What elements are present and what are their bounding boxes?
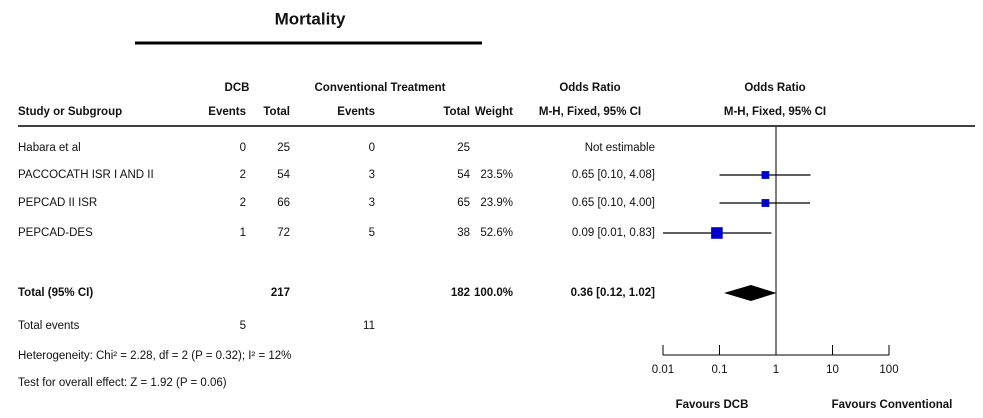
group-header: Conventional Treatment xyxy=(315,82,446,94)
x-tick-label: 1 xyxy=(773,364,779,376)
weight: 52.6% xyxy=(480,227,513,239)
ct-events: 3 xyxy=(369,169,375,181)
odds-ratio-ci: 0.09 [0.01, 0.83] xyxy=(572,227,655,239)
favours-right: Favours Conventional xyxy=(832,399,953,411)
group-header: Odds Ratio xyxy=(744,82,805,94)
x-tick-label: 10 xyxy=(826,364,839,376)
ct-events: 0 xyxy=(369,142,375,154)
study-square xyxy=(761,199,770,207)
total-ct: 182 xyxy=(451,287,470,299)
column-header: Total xyxy=(443,106,470,118)
weight: 23.9% xyxy=(480,197,513,209)
dcb-events: 2 xyxy=(240,169,246,181)
odds-ratio-ci: 0.65 [0.10, 4.00] xyxy=(572,197,655,209)
column-header: Total xyxy=(263,106,290,118)
dcb-total: 66 xyxy=(277,197,290,209)
study-square xyxy=(711,227,723,239)
study-square xyxy=(761,171,770,179)
total-diamond xyxy=(723,285,777,301)
x-tick-label: 0.01 xyxy=(652,364,674,376)
study-name: PEPCAD II ISR xyxy=(18,197,97,209)
heterogeneity: Heterogeneity: Chi² = 2.28, df = 2 (P = … xyxy=(18,350,291,362)
total-ci: 0.36 [0.12, 1.02] xyxy=(571,287,656,299)
column-header: Study or Subgroup xyxy=(18,106,122,118)
ct-total: 54 xyxy=(457,169,470,181)
total-events-name: Total events xyxy=(18,320,80,332)
ct-total: 38 xyxy=(457,227,470,239)
dcb-events: 2 xyxy=(240,197,246,209)
dcb-events: 1 xyxy=(240,227,246,239)
total-weight: 100.0% xyxy=(474,287,513,299)
weight: 23.5% xyxy=(480,169,513,181)
study-name: PACCOCATH ISR I AND II xyxy=(18,169,154,181)
column-header: Events xyxy=(208,106,246,118)
x-tick-label: 0.1 xyxy=(712,364,728,376)
study-name: PEPCAD-DES xyxy=(18,227,93,239)
total-name: Total (95% CI) xyxy=(18,287,93,299)
total-events-dcb: 5 xyxy=(240,320,246,332)
group-header: Odds Ratio xyxy=(559,82,620,94)
dcb-total: 54 xyxy=(277,169,290,181)
total-events-ct: 11 xyxy=(363,320,375,332)
ct-total: 25 xyxy=(457,142,470,154)
dcb-total: 72 xyxy=(277,227,290,239)
column-header: Events xyxy=(337,106,375,118)
ct-events: 3 xyxy=(369,197,375,209)
chart-title: Mortality xyxy=(275,9,346,28)
odds-ratio-ci: 0.65 [0.10, 4.08] xyxy=(572,169,655,181)
ct-total: 65 xyxy=(457,197,470,209)
odds-ratio-ci: Not estimable xyxy=(585,142,655,154)
column-header: M-H, Fixed, 95% CI xyxy=(539,106,641,118)
column-header: Weight xyxy=(475,106,513,118)
favours-left: Favours DCB xyxy=(676,399,749,411)
ct-events: 5 xyxy=(369,227,375,239)
total-dcb: 217 xyxy=(271,287,290,299)
study-name: Habara et al xyxy=(18,142,81,154)
dcb-events: 0 xyxy=(240,142,246,154)
column-header: M-H, Fixed, 95% CI xyxy=(724,106,826,118)
x-tick-label: 100 xyxy=(879,364,898,376)
group-header: DCB xyxy=(225,82,250,94)
dcb-total: 25 xyxy=(277,142,290,154)
overall-effect: Test for overall effect: Z = 1.92 (P = 0… xyxy=(18,377,227,389)
